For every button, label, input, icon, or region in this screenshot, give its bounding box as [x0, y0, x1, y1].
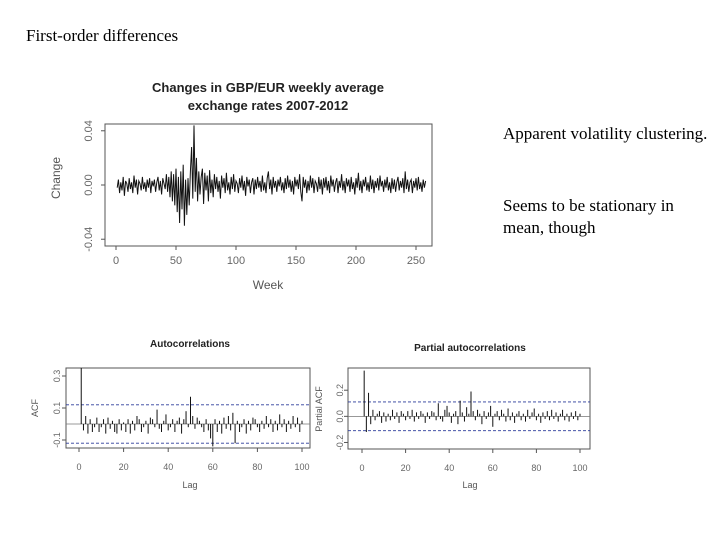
y-tick-label-pacf: -0.2	[335, 435, 345, 451]
chart-title-pacf: Partial autocorrelations	[414, 343, 526, 354]
plot-frame-acf	[65, 367, 311, 449]
plot-frame-pacf	[347, 367, 591, 450]
x-tick-label-acf: 60	[208, 462, 218, 472]
x-tick-label-acf: 20	[119, 462, 129, 472]
series-line	[116, 125, 427, 226]
x-tick-label-main: 0	[113, 255, 119, 267]
chart-title-main: Changes in GBP/EUR weekly average	[152, 80, 384, 95]
x-tick-label-acf: 100	[294, 462, 309, 472]
x-tick-label-pacf: 60	[488, 463, 498, 473]
chart-title-acf: Autocorrelations	[150, 339, 230, 350]
y-tick-label-acf: 0.3	[52, 370, 62, 383]
note-volatility: Apparent volatility clustering.	[503, 124, 708, 143]
chart-title-main: exchange rates 2007-2012	[188, 98, 348, 113]
y-tick-label-main: 0.04	[83, 120, 95, 141]
x-tick-label-acf: 80	[252, 462, 262, 472]
y-tick-label-pacf: 0.2	[335, 384, 345, 397]
x-tick-label-main: 50	[170, 255, 182, 267]
x-tick-label-acf: 40	[163, 462, 173, 472]
y-tick-label-acf: -0.1	[52, 432, 62, 448]
y-tick-label-main: -0.04	[83, 227, 95, 252]
x-axis-label-pacf: Lag	[462, 480, 477, 490]
y-tick-label-acf: 0.1	[52, 402, 62, 415]
x-axis-label-acf: Lag	[182, 480, 197, 490]
x-tick-label-main: 150	[287, 255, 305, 267]
y-tick-label-main: 0.00	[83, 174, 95, 195]
y-axis-label-acf: ACF	[30, 398, 40, 417]
x-tick-label-pacf: 40	[444, 463, 454, 473]
slide-title: First-order differences	[26, 26, 179, 45]
x-tick-label-main: 200	[347, 255, 365, 267]
x-tick-label-main: 250	[407, 255, 425, 267]
y-axis-label-main: Change	[49, 157, 63, 199]
x-tick-label-pacf: 100	[572, 463, 587, 473]
x-tick-label-main: 100	[227, 255, 245, 267]
x-tick-label-acf: 0	[76, 462, 81, 472]
x-axis-label-main: Week	[253, 278, 284, 292]
x-tick-label-pacf: 80	[531, 463, 541, 473]
y-axis-label-pacf: Partial ACF	[314, 386, 324, 432]
x-tick-label-pacf: 20	[401, 463, 411, 473]
y-tick-label-pacf: 0.0	[335, 410, 345, 423]
note-stationary: Seems to be stationary in mean, though	[503, 196, 674, 237]
x-tick-label-pacf: 0	[359, 463, 364, 473]
